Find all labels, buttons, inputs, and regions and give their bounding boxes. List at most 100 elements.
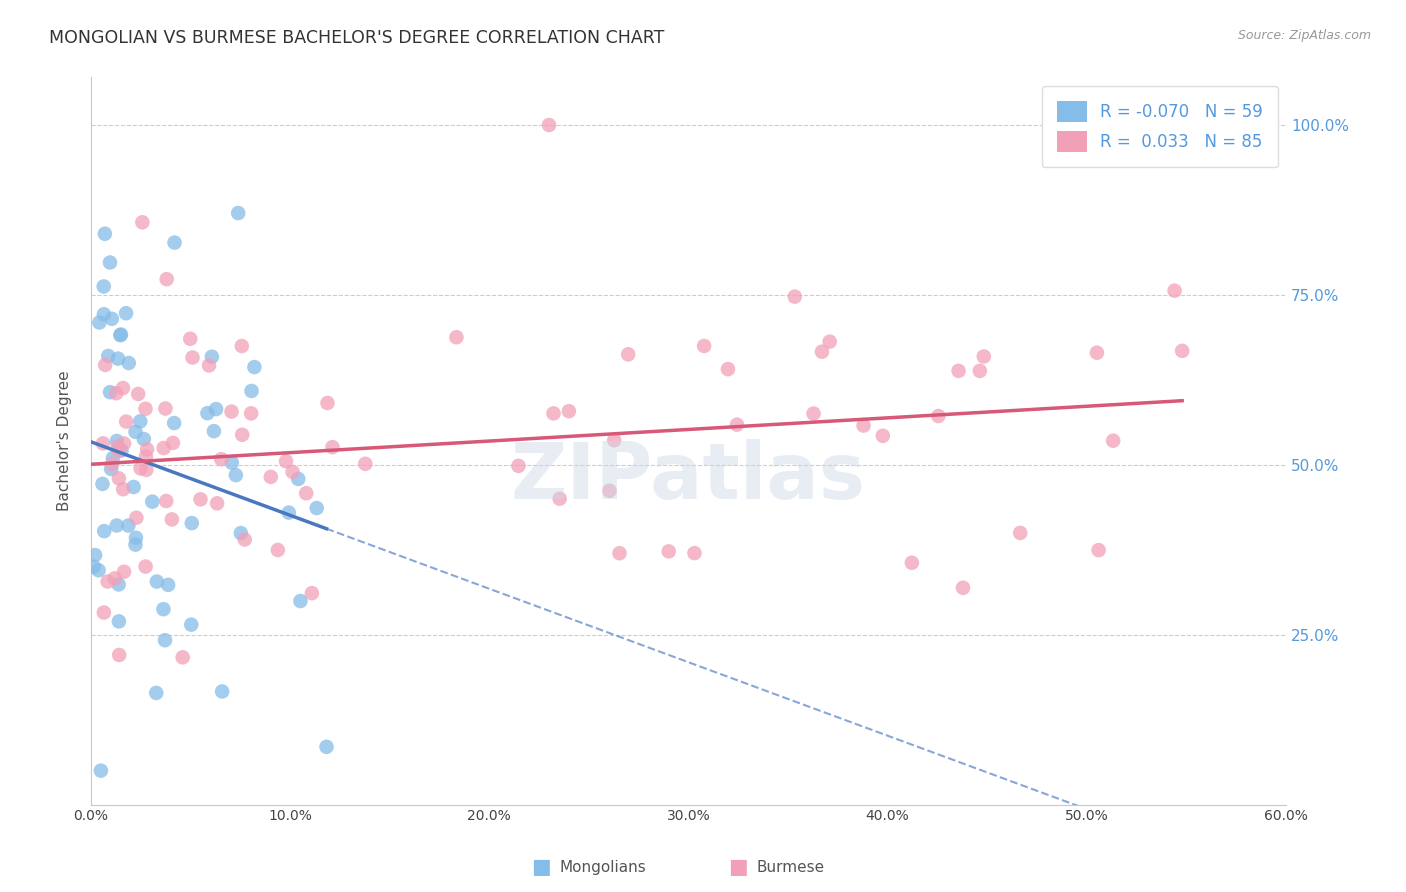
Point (107, 577, 129, 591)
Point (267, 543, 290, 558)
Point (155, 401, 177, 416)
Legend: R = -0.070   N = 59, R =  0.033   N = 85: R = -0.070 N = 59, R = 0.033 N = 85 (1042, 86, 1278, 167)
Point (90, 764, 112, 778)
Point (558, 404, 581, 418)
Point (658, 544, 681, 558)
Point (683, 546, 706, 560)
Point (160, 512, 183, 526)
Point (97, 349, 120, 363)
Point (233, 533, 256, 547)
Text: Mongolians: Mongolians (560, 860, 647, 874)
Point (172, 650, 194, 665)
Point (112, 565, 135, 579)
Point (446, 330, 468, 344)
Point (105, 386, 128, 401)
Point (969, 364, 991, 378)
Point (157, 578, 180, 592)
Point (162, 436, 184, 450)
Text: MONGOLIAN VS BURMESE BACHELOR'S DEGREE CORRELATION CHART: MONGOLIAN VS BURMESE BACHELOR'S DEGREE C… (49, 29, 665, 46)
Point (1085, 345, 1108, 359)
Point (1102, 434, 1125, 448)
Point (156, 272, 179, 286)
Point (225, 468, 247, 483)
Point (141, 494, 163, 508)
Point (112, 482, 135, 496)
Point (543, 406, 565, 420)
Point (124, 425, 146, 439)
Point (129, 461, 152, 475)
Point (107, 443, 129, 458)
Point (948, 364, 970, 378)
Point (107, 351, 129, 366)
Point (152, 602, 174, 616)
Point (872, 429, 894, 443)
Point (83, 559, 105, 574)
Point (105, 434, 128, 448)
Point (115, 306, 138, 320)
Point (316, 396, 339, 410)
Point (211, 684, 233, 698)
Point (132, 432, 155, 446)
Point (181, 351, 204, 365)
Point (305, 501, 328, 516)
Point (198, 359, 221, 373)
Point (179, 332, 201, 346)
Point (295, 486, 318, 500)
Point (136, 442, 159, 457)
Point (901, 556, 924, 570)
Point (852, 418, 875, 433)
Point (91, 476, 114, 491)
Point (209, 452, 232, 467)
Point (290, 594, 312, 608)
Point (609, 546, 631, 560)
Point (84, 548, 107, 562)
Point (98, 385, 121, 400)
Point (97, 574, 120, 589)
Point (110, 328, 132, 343)
Point (180, 617, 202, 632)
Point (240, 406, 263, 420)
Point (240, 384, 263, 398)
Text: Burmese: Burmese (756, 860, 824, 874)
Point (783, 290, 806, 304)
Point (202, 424, 225, 438)
Text: ZIPatlas: ZIPatlas (510, 440, 866, 516)
Point (115, 415, 138, 429)
Point (110, 443, 132, 458)
Point (243, 360, 266, 375)
Point (927, 409, 949, 423)
Point (153, 633, 176, 648)
Point (134, 401, 156, 416)
Point (190, 492, 212, 507)
Point (321, 440, 343, 454)
Point (94, 358, 117, 372)
Point (952, 581, 974, 595)
Point (135, 559, 157, 574)
Point (101, 311, 124, 326)
Point (125, 531, 148, 545)
Point (145, 686, 167, 700)
Point (127, 387, 149, 401)
Point (803, 407, 825, 421)
Point (93, 279, 115, 293)
Point (91, 436, 114, 450)
Point (146, 574, 169, 589)
Point (101, 457, 124, 471)
Point (1010, 525, 1032, 540)
Point (108, 471, 131, 485)
Point (274, 454, 297, 468)
Point (118, 356, 141, 370)
Point (180, 516, 202, 530)
Point (221, 456, 243, 470)
Point (107, 440, 129, 454)
Point (1163, 284, 1185, 298)
Y-axis label: Bachelor's Degree: Bachelor's Degree (58, 371, 72, 511)
Point (693, 339, 716, 353)
Point (117, 518, 139, 533)
Point (105, 518, 128, 533)
Point (94, 227, 117, 241)
Point (87, 563, 110, 577)
Point (354, 457, 377, 471)
Point (277, 506, 299, 520)
Point (508, 458, 530, 473)
